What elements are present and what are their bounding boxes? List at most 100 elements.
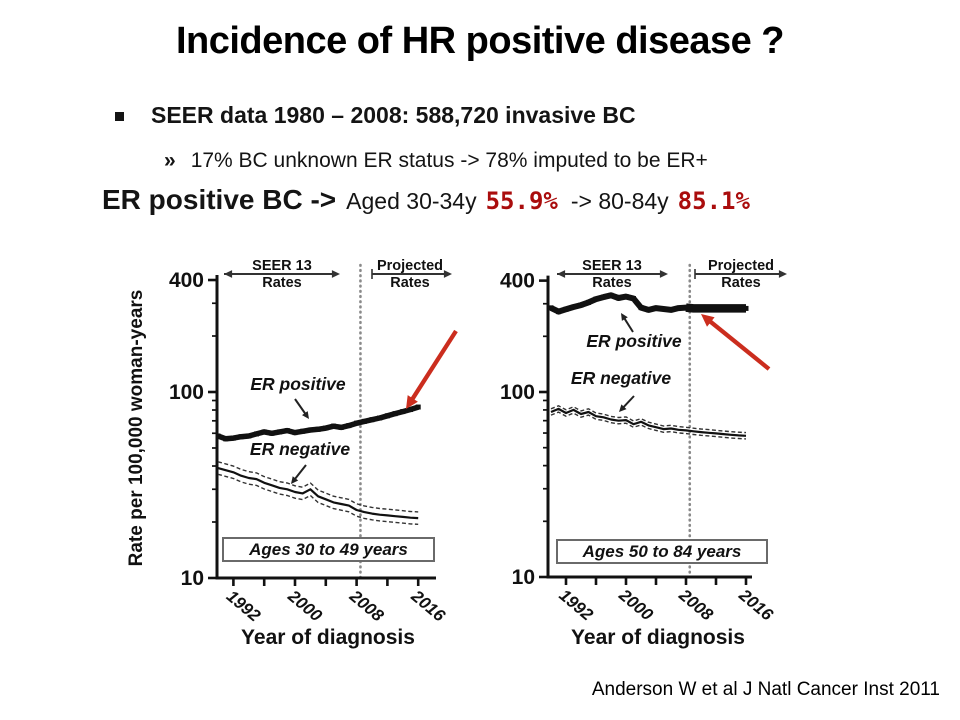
- panel-right-age-group-label: Ages 50 to 84 years: [582, 542, 742, 561]
- panel-right-er-positive-marker: [631, 296, 636, 302]
- panel-left-er-positive-marker: [223, 436, 229, 442]
- er-line-lead: ER positive BC ->: [102, 184, 337, 215]
- panel-left-seer-rates-label2: Rates: [262, 275, 302, 291]
- panel-right-age-group-box: [556, 539, 768, 564]
- panel-left-er-positive-marker: [300, 428, 306, 434]
- panel-right-x-axis-title: Year of diagnosis: [571, 626, 745, 649]
- panel-right-er-negative-ci-lower: [550, 411, 747, 440]
- panel-right-er-negative-ci-upper: [550, 405, 747, 434]
- panel-left-er-positive-marker: [238, 434, 244, 440]
- panel-right-x-tick-label: 2000: [615, 585, 657, 625]
- panel-right-er-positive-marker: [563, 306, 569, 312]
- panel-left-er-negative-ci-lower: [217, 473, 419, 525]
- panel-left-er-negative-ci-upper: [217, 461, 419, 513]
- panel-right-er-positive-marker: [556, 309, 561, 315]
- panel-right-er-positive-marker: [638, 305, 644, 311]
- panel-left-x-axis-title: Year of diagnosis: [241, 626, 415, 649]
- panel-left-er-positive-marker: [361, 418, 367, 424]
- panel-left-er-positive-marker: [400, 409, 406, 415]
- panel-left-projected-rates-label2: Rates: [390, 275, 430, 291]
- panel-right-er-positive-marker: [623, 294, 629, 300]
- panel-right-projected-range-arrow-head: [778, 270, 787, 278]
- panel-right-x-tick-label: 2016: [735, 585, 777, 625]
- panel-right-er-positive-marker: [593, 296, 599, 302]
- panel-right-y-tick-label: 10: [512, 566, 535, 589]
- panel-right-projected-rates-label: Projected: [708, 258, 774, 274]
- er-line-aged: Aged 30-34y: [346, 188, 477, 214]
- panel-left-y-tick-label: 400: [169, 269, 204, 292]
- panel-right-er-positive-marker: [548, 305, 554, 311]
- panel-right-x-tick-label: 2008: [675, 585, 717, 625]
- citation: Anderson W et al J Natl Cancer Inst 2011: [591, 679, 940, 700]
- panel-left-er-positive-marker: [246, 433, 252, 439]
- panel-right-seer-range-arrow-head2: [557, 270, 566, 278]
- panel-left-x-tick-label: 2008: [345, 586, 387, 626]
- panel-left-er-positive-pointer-arrow-head: [302, 411, 309, 419]
- panel-left-er-positive-marker: [346, 423, 352, 429]
- panel-left-er-negative-label: ER negative: [250, 439, 350, 459]
- panel-right-seer-rates-label: SEER 13: [582, 258, 642, 274]
- panel-right-er-positive-pointer-arrow-head: [621, 313, 628, 321]
- panel-left-x-tick-label: 1992: [223, 587, 265, 626]
- er-positive-summary-line: ER positive BC -> Aged 30-34y 55.9% -> 80-8…: [102, 184, 750, 216]
- slide-title: Incidence of HR positive disease ?: [175, 20, 785, 62]
- panel-right-x-tick-label: 1992: [555, 586, 597, 625]
- panel-left-seer-rates-label: SEER 13: [252, 258, 312, 274]
- panel-right-er-positive-marker: [616, 295, 621, 301]
- panel-right-er-positive-marker: [646, 307, 651, 313]
- panel-left-y-axis-title: Rate per 100,000 woman-years: [126, 290, 147, 567]
- panel-left-er-positive-marker: [392, 411, 398, 417]
- er-line-mid: -> 80-84y: [570, 188, 669, 214]
- panel-left-age-group-box: [222, 537, 435, 562]
- panel-right-red-annotation-arrow-head: [701, 314, 715, 327]
- er-line-pct-old: 85.1%: [677, 187, 750, 215]
- panel-left-seer-range-arrow-head: [331, 270, 340, 278]
- panel-right-er-negative-pointer-arrow-head: [619, 404, 627, 412]
- panel-left-er-positive-marker: [292, 430, 298, 436]
- sub-bullet-line: » 17% BC unknown ER status -> 78% imputed…: [164, 149, 708, 173]
- panel-left-er-positive-marker: [338, 424, 344, 430]
- panel-left-er-positive-marker: [377, 415, 383, 421]
- panel-left-er-positive-marker: [369, 417, 375, 423]
- panel-right-er-positive-marker: [661, 306, 666, 312]
- panel-right-projected-rates-label2: Rates: [721, 275, 761, 291]
- panel-right-er-positive-label: ER positive: [586, 331, 682, 351]
- panel-left-er-negative-line: [217, 467, 419, 520]
- panel-left-er-positive-marker: [215, 433, 221, 439]
- panel-left-red-annotation-arrow-shaft: [407, 329, 458, 406]
- panel-right-er-negative-line: [550, 407, 747, 437]
- panel-right-er-negative-label: ER negative: [571, 368, 671, 388]
- panel-left-y-tick-label: 100: [169, 381, 204, 404]
- panel-right-y-tick-label: 400: [500, 270, 535, 293]
- panel-right-y-tick-label: 100: [500, 381, 535, 404]
- panel-left-er-positive-marker: [307, 427, 313, 433]
- panel-left-er-positive-marker: [230, 435, 236, 441]
- panel-left-er-negative-pointer-arrow-head: [291, 476, 299, 484]
- panel-right-er-positive-marker: [601, 294, 606, 300]
- panel-right-er-positive-marker: [683, 305, 689, 311]
- panel-right-er-positive-marker: [676, 305, 681, 311]
- panel-left-red-annotation-arrow-head: [406, 395, 418, 409]
- panel-right-red-annotation-arrow-shaft: [704, 315, 771, 371]
- panel-left-er-positive-marker: [323, 425, 329, 431]
- sub-bullet-text: 17% BC unknown ER status -> 78% imputed …: [190, 149, 708, 172]
- chevron-bullet-icon: »: [164, 149, 176, 172]
- panel-right-er-positive-marker: [668, 307, 674, 313]
- panel-left-er-positive-marker: [415, 404, 421, 410]
- panel-left-x-tick-label: 2016: [407, 586, 449, 626]
- panel-left-projected-rates-label: Projected: [377, 258, 443, 274]
- panel-left-projected-range-arrow-head: [443, 270, 452, 278]
- panel-left-x-tick-label: 2000: [284, 586, 326, 626]
- panel-left-er-positive-marker: [269, 430, 275, 436]
- panel-left-y-tick-label: 10: [181, 567, 204, 590]
- panel-left-er-positive-label: ER positive: [250, 374, 346, 394]
- panel-right-er-positive-marker: [578, 302, 584, 308]
- panel-left-er-positive-marker: [261, 429, 267, 435]
- panel-right-seer-rates-label2: Rates: [592, 275, 632, 291]
- er-line-pct-young: 55.9%: [485, 187, 558, 215]
- panel-left-er-positive-marker: [254, 431, 259, 437]
- panel-right-er-positive-projected-line: [685, 303, 746, 313]
- panel-right-er-positive-marker: [571, 304, 576, 310]
